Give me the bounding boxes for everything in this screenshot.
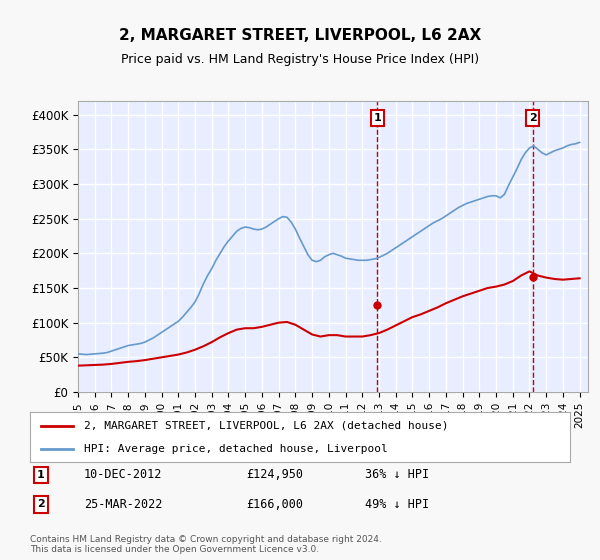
Text: 1: 1 — [373, 113, 381, 123]
Text: Price paid vs. HM Land Registry's House Price Index (HPI): Price paid vs. HM Land Registry's House … — [121, 53, 479, 66]
Text: 2, MARGARET STREET, LIVERPOOL, L6 2AX (detached house): 2, MARGARET STREET, LIVERPOOL, L6 2AX (d… — [84, 421, 449, 431]
Text: 2: 2 — [37, 500, 44, 510]
Text: 2: 2 — [529, 113, 536, 123]
Text: 49% ↓ HPI: 49% ↓ HPI — [365, 498, 429, 511]
Text: HPI: Average price, detached house, Liverpool: HPI: Average price, detached house, Live… — [84, 445, 388, 454]
Text: 1: 1 — [37, 470, 44, 480]
Text: £124,950: £124,950 — [246, 468, 303, 482]
Text: 2, MARGARET STREET, LIVERPOOL, L6 2AX: 2, MARGARET STREET, LIVERPOOL, L6 2AX — [119, 28, 481, 43]
Text: 25-MAR-2022: 25-MAR-2022 — [84, 498, 163, 511]
Text: Contains HM Land Registry data © Crown copyright and database right 2024.
This d: Contains HM Land Registry data © Crown c… — [30, 535, 382, 554]
Text: 10-DEC-2012: 10-DEC-2012 — [84, 468, 163, 482]
Text: 36% ↓ HPI: 36% ↓ HPI — [365, 468, 429, 482]
Text: £166,000: £166,000 — [246, 498, 303, 511]
